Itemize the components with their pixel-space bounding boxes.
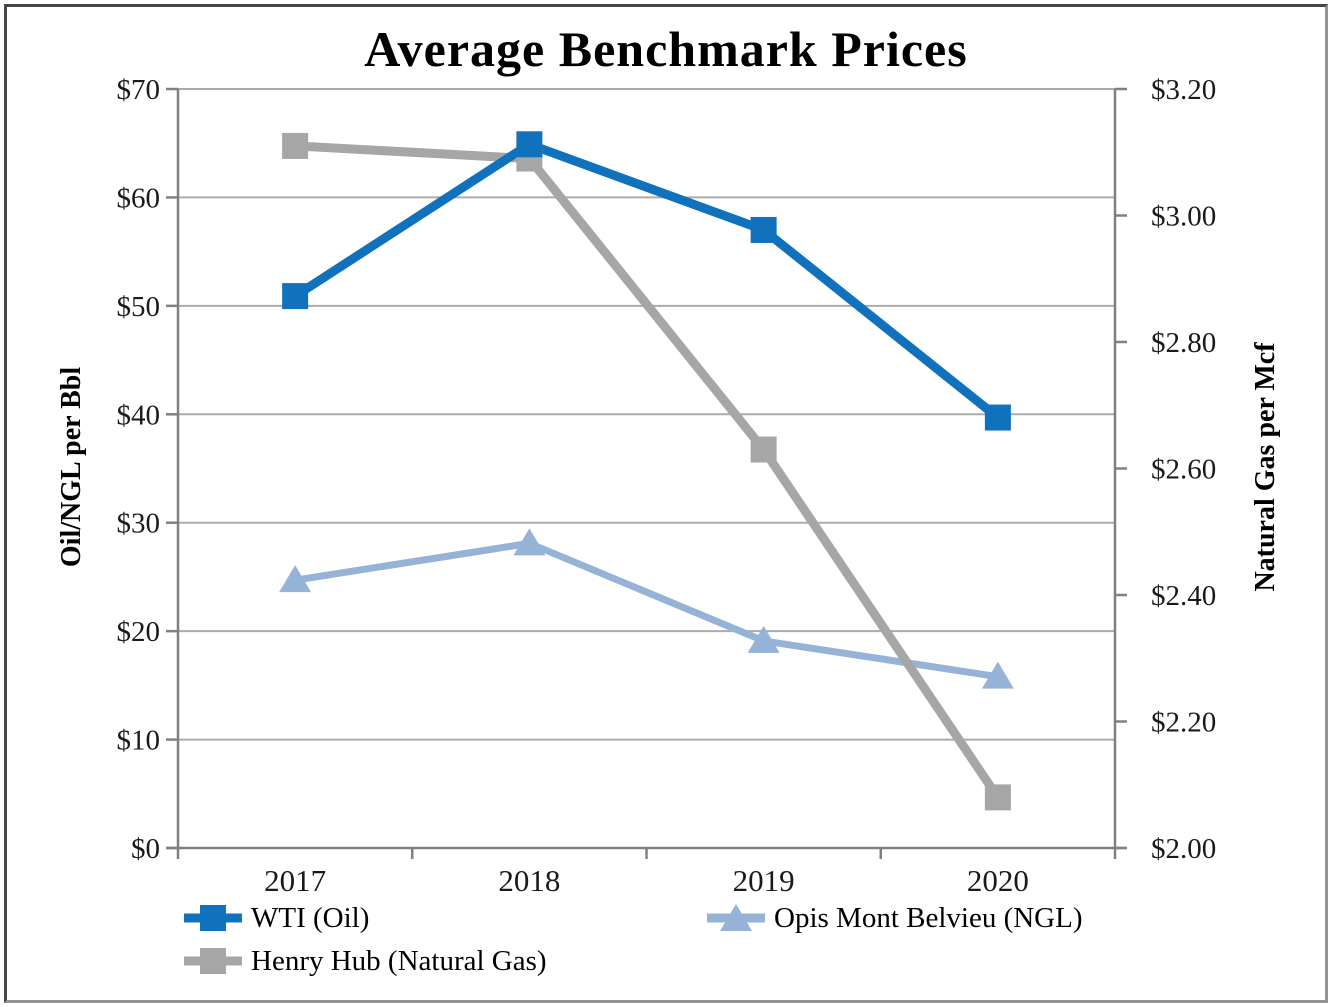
marker-opis-mont-belvieu-ngl-2017 xyxy=(279,565,312,593)
left-tick-label: $40 xyxy=(117,399,161,431)
marker-wti-oil-2018 xyxy=(516,131,543,158)
x-tick-label: 2018 xyxy=(498,863,560,898)
right-axis-title: Natural Gas per Mcf xyxy=(1250,342,1281,592)
chart-title: Average Benchmark Prices xyxy=(364,21,968,77)
x-tick-label: 2017 xyxy=(264,863,326,898)
series-line-henry-hub-natural-gas xyxy=(290,141,1003,802)
legend-key-opis-mont-belvieu-ngl-icon xyxy=(707,904,765,931)
marker-opis-mont-belvieu-ngl-2018 xyxy=(513,528,546,556)
marker-wti-oil-2017 xyxy=(282,283,309,310)
series-line-wti-oil xyxy=(290,139,1003,423)
legend-item-henry-hub-natural-gas: Henry Hub (Natural Gas) xyxy=(183,945,547,977)
marker-henry-hub-natural-gas-2020 xyxy=(984,784,1011,811)
legend-key-wti-oil-icon xyxy=(184,905,242,931)
marker-henry-hub-natural-gas-2017 xyxy=(282,132,309,159)
series-line-opis-mont-belvieu-ngl xyxy=(291,539,1002,681)
marker-henry-hub-natural-gas-2019 xyxy=(750,436,777,463)
legend-label: Henry Hub (Natural Gas) xyxy=(251,945,547,977)
left-tick-label: $10 xyxy=(117,725,161,757)
legend-item-wti-oil: WTI (Oil) xyxy=(183,902,369,934)
right-tick-label: $2.40 xyxy=(1151,580,1216,612)
left-tick-label: $70 xyxy=(117,74,161,106)
right-tick-label: $3.20 xyxy=(1151,74,1216,106)
left-tick-label: $50 xyxy=(117,291,161,323)
left-tick-label: $60 xyxy=(117,182,161,214)
left-axis-title: Oil/NGL per Bbl xyxy=(56,366,87,568)
marker-opis-mont-belvieu-ngl-2019 xyxy=(747,625,780,653)
right-tick-label: $2.60 xyxy=(1151,454,1216,486)
left-tick-label: $20 xyxy=(117,616,161,648)
marker-wti-oil-2020 xyxy=(984,404,1011,431)
marker-opis-mont-belvieu-ngl-2020 xyxy=(981,661,1014,689)
marker-wti-oil-2019 xyxy=(750,216,777,243)
right-tick-label: $3.00 xyxy=(1151,201,1216,233)
legend-label: WTI (Oil) xyxy=(251,902,370,934)
legend-item-opis-mont-belvieu-ngl: Opis Mont Belvieu (NGL) xyxy=(706,902,1083,934)
left-tick-label: $30 xyxy=(117,508,161,540)
legend-key-henry-hub-natural-gas-icon xyxy=(184,948,242,974)
right-tick-label: $2.00 xyxy=(1151,833,1216,865)
right-tick-label: $2.20 xyxy=(1151,707,1216,739)
x-tick-label: 2019 xyxy=(733,863,795,898)
legend-label: Opis Mont Belvieu (NGL) xyxy=(774,902,1083,934)
right-tick-label: $2.80 xyxy=(1151,327,1216,359)
x-tick-label: 2020 xyxy=(967,863,1029,898)
left-tick-label: $0 xyxy=(131,833,160,865)
